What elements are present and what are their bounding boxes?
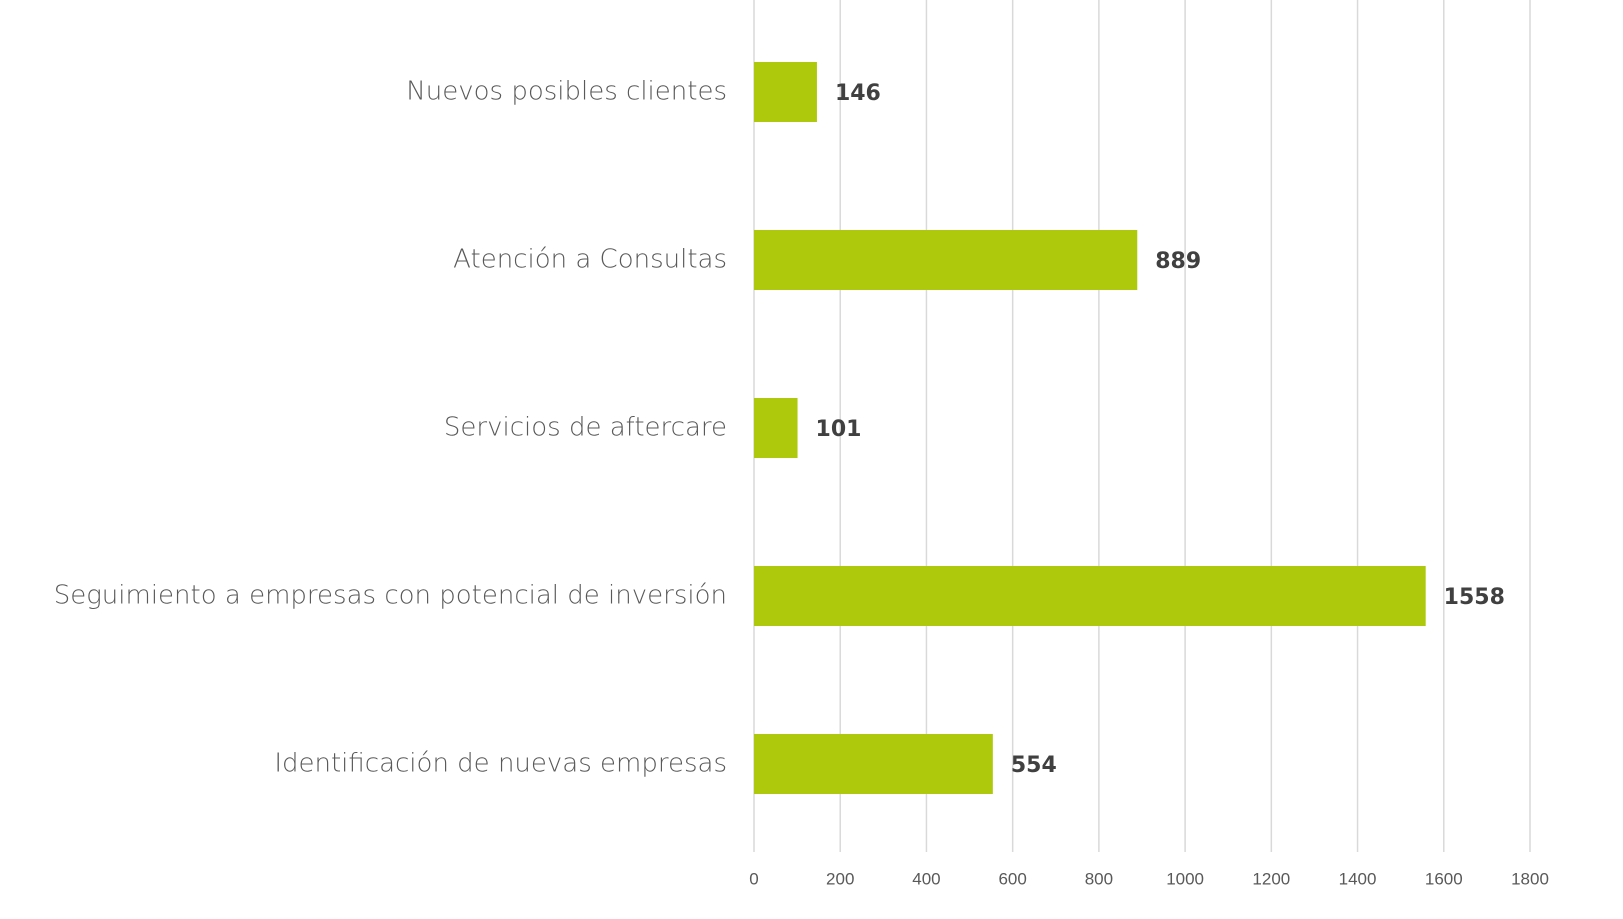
x-tick-label: 1800 bbox=[1511, 869, 1549, 888]
x-tick-label: 1400 bbox=[1339, 869, 1377, 888]
x-tick-label: 1000 bbox=[1166, 869, 1204, 888]
bar bbox=[754, 230, 1138, 290]
y-tick-label: Identificación de nuevas empresas bbox=[274, 749, 727, 779]
bar bbox=[754, 566, 1426, 626]
bar bbox=[754, 398, 798, 458]
y-tick-label: Servicios de aftercare bbox=[444, 413, 727, 443]
x-tick-label: 1600 bbox=[1425, 869, 1463, 888]
data-label: 1558 bbox=[1444, 585, 1505, 610]
x-tick-label: 1200 bbox=[1252, 869, 1290, 888]
data-label: 146 bbox=[835, 81, 881, 106]
x-tick-label: 600 bbox=[998, 869, 1026, 888]
x-tick-label: 200 bbox=[826, 869, 854, 888]
x-tick-label: 800 bbox=[1085, 869, 1113, 888]
data-label: 889 bbox=[1155, 249, 1201, 274]
bar bbox=[754, 734, 993, 794]
bar bbox=[754, 62, 817, 122]
x-tick-label: 0 bbox=[749, 869, 758, 888]
data-label: 554 bbox=[1011, 753, 1057, 778]
data-label: 101 bbox=[816, 417, 862, 442]
y-tick-label: Atención a Consultas bbox=[453, 245, 727, 275]
y-tick-label: Seguimiento a empresas con potencial de … bbox=[54, 581, 727, 611]
x-tick-label: 400 bbox=[912, 869, 940, 888]
y-tick-label: Nuevos posibles clientes bbox=[406, 77, 727, 107]
